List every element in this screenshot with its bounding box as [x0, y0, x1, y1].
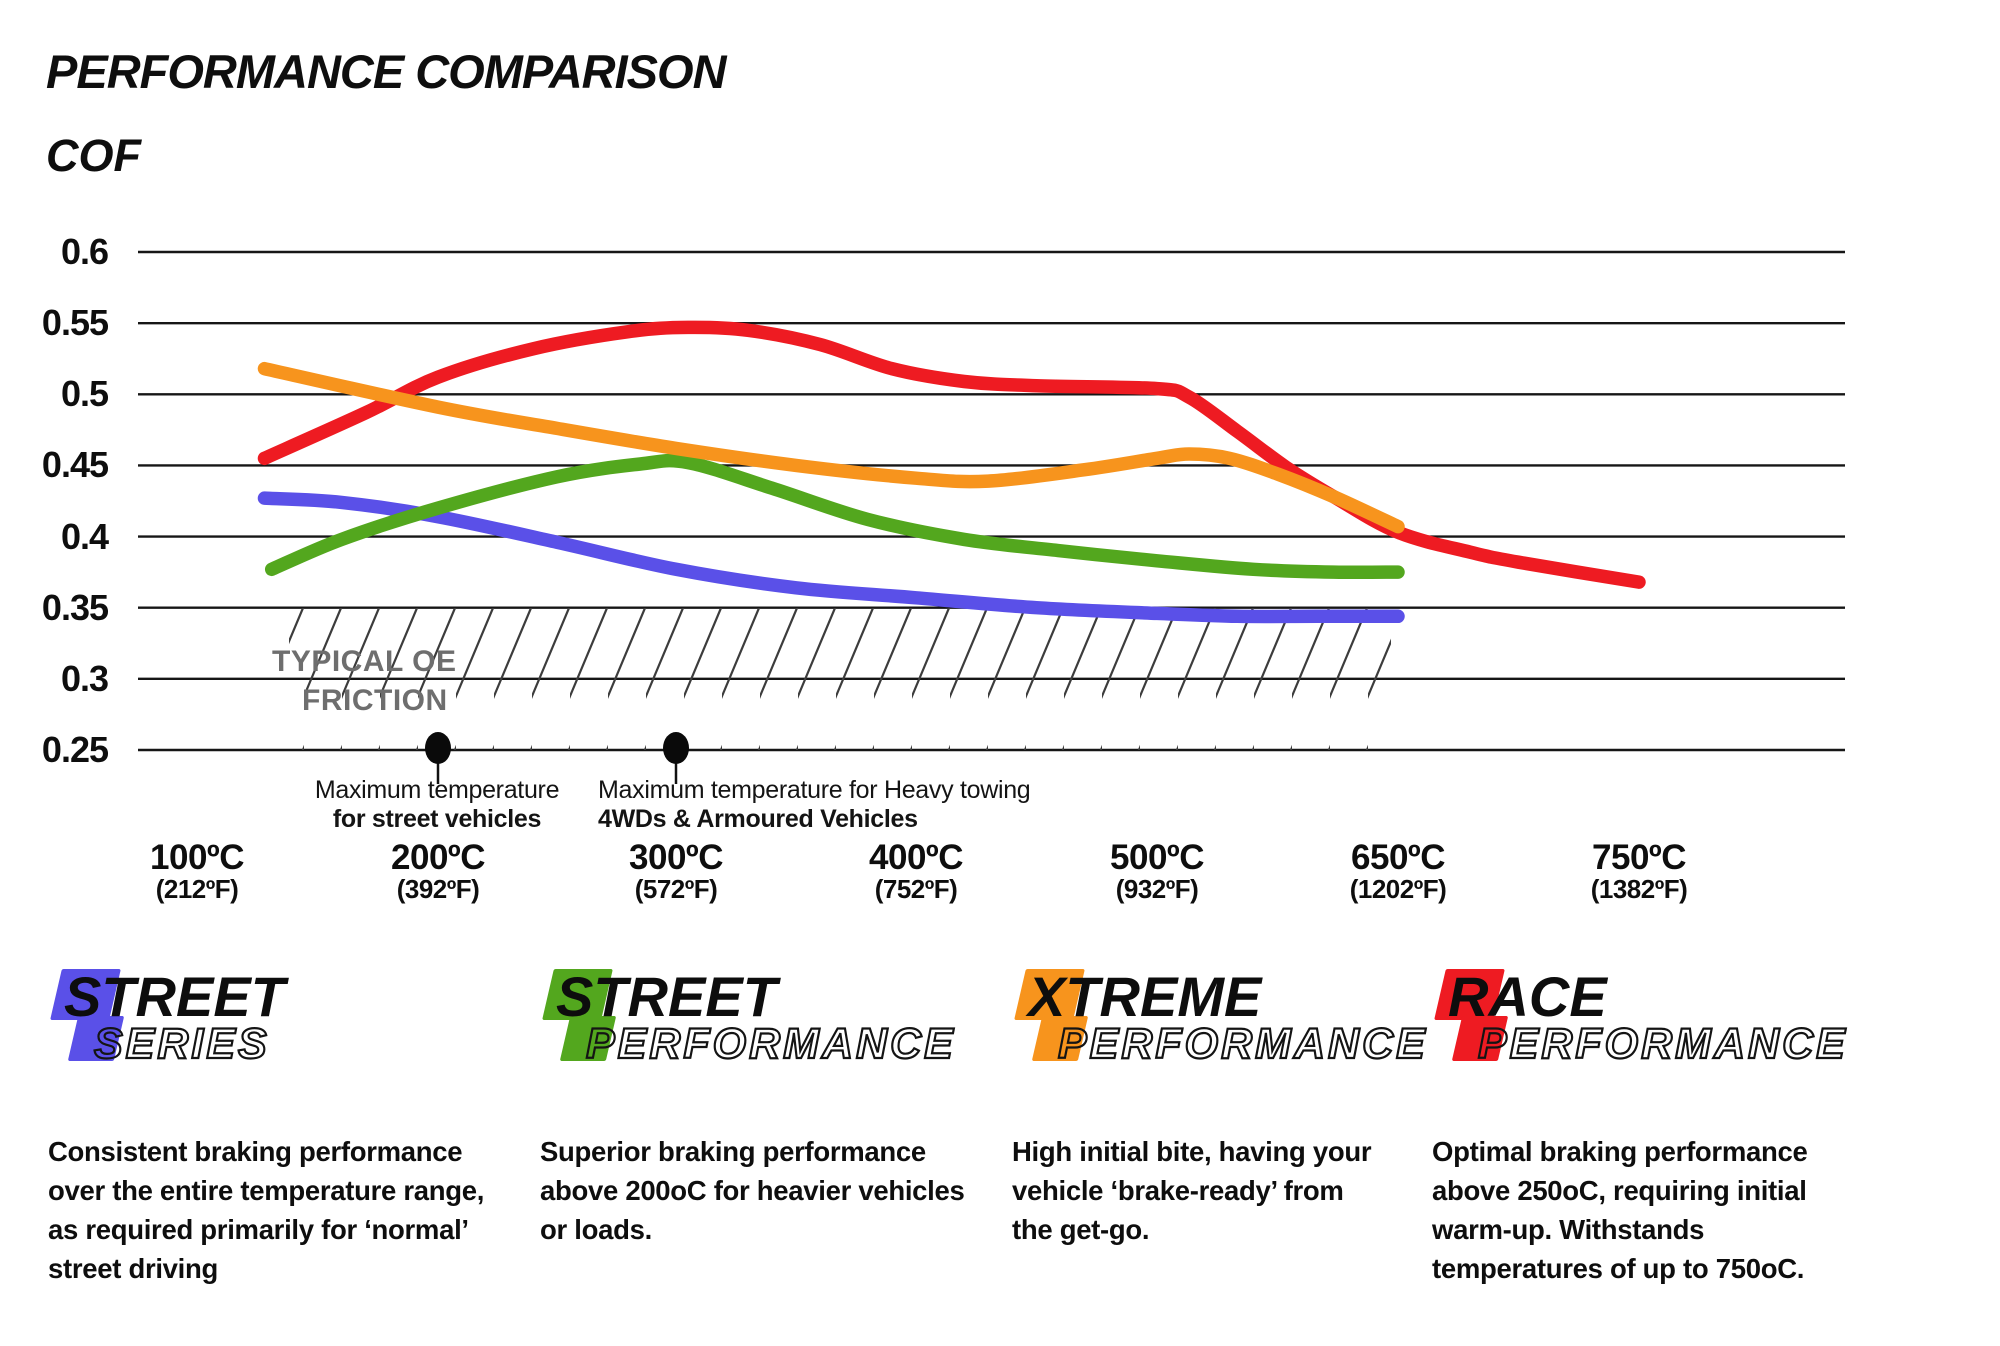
logo-word2: PERFORMANCE: [585, 1019, 956, 1069]
y-tick-label: 0.45: [41, 444, 109, 486]
series-curve-xtreme-performance: [257, 361, 1405, 534]
page-title: PERFORMANCE COMPARISON: [46, 45, 727, 98]
logo-word1: XTREME: [1028, 965, 1262, 1028]
xtreme-performance-description: High initial bite, having your vehicle ‘…: [1012, 1136, 1372, 1245]
x-tick-label-fahrenheit: (1202ºF): [1349, 874, 1447, 904]
series-curve-street-performance: [264, 453, 1405, 580]
street-performance-description: Superior braking performance above 200oC…: [540, 1136, 965, 1245]
annotation-street-max-temp: Maximum temperature for street vehicles: [227, 776, 647, 834]
series-curve-street-series: [257, 491, 1405, 624]
x-tick-label-celsius: 750ºC: [1592, 838, 1686, 877]
race-performance-logo: RACE PERFORMANCE: [1432, 960, 1892, 1082]
typical-oe-friction-band: [289, 608, 1391, 750]
y-axis-title: COF: [46, 130, 141, 181]
annotation-line2: for street vehicles: [332, 805, 542, 833]
y-tick-label: 0.5: [60, 373, 109, 415]
x-tick-label-fahrenheit: (212ºF): [155, 874, 239, 904]
oe-label-line1: TYPICAL OE: [272, 645, 457, 678]
x-tick-label-fahrenheit: (392ºF): [396, 874, 480, 904]
marker-dots: [425, 732, 689, 784]
x-tick-label-fahrenheit: (932ºF): [1115, 874, 1199, 904]
street-series-logo: STREET SERIES: [48, 960, 508, 1082]
xtreme-performance-logo: XTREME PERFORMANCE: [1012, 960, 1472, 1082]
max-temperature-marker-dot: [425, 732, 451, 764]
street-series-description: Consistent braking performance over the …: [48, 1136, 485, 1284]
y-tick-label: 0.4: [60, 515, 109, 557]
y-tick-label: 0.55: [41, 302, 109, 344]
annotation-line1: Maximum temperature for Heavy towing: [598, 776, 1031, 804]
x-tick-label-celsius: 400ºC: [869, 838, 963, 877]
y-tick-label: 0.3: [60, 657, 109, 699]
legend-xtreme-performance: XTREME PERFORMANCE: [1012, 960, 1472, 1082]
oe-label-line2: FRICTION: [302, 684, 448, 717]
x-tick-label-celsius: 500ºC: [1110, 838, 1204, 877]
x-tick-label-celsius: 100ºC: [150, 838, 244, 877]
annotation-heavy-towing-max-temp: Maximum temperature for Heavy towing 4WD…: [598, 776, 1158, 834]
legend-street-series: STREET SERIES: [48, 960, 508, 1082]
annotation-line2: 4WDs & Armoured Vehicles: [598, 805, 918, 833]
typical-oe-friction-label: TYPICAL OE FRICTION: [272, 642, 456, 720]
legend-race-performance: RACE PERFORMANCE: [1432, 960, 1892, 1082]
y-tick-label: 0.25: [41, 729, 109, 770]
logo-word1: RACE: [1448, 965, 1607, 1028]
logo-word1: STREET: [64, 965, 285, 1028]
logo-word2: PERFORMANCE: [1477, 1019, 1848, 1069]
y-tick-label: 0.35: [41, 586, 109, 628]
x-tick-label-celsius: 300ºC: [629, 838, 723, 877]
x-tick-label-fahrenheit: (752ºF): [874, 874, 958, 904]
x-tick-label-celsius: 650ºC: [1351, 838, 1445, 877]
legend-street-performance: STREET PERFORMANCE: [540, 960, 1000, 1082]
logo-word2: SERIES: [93, 1019, 270, 1069]
annotation-line1: Maximum temperature: [314, 776, 560, 804]
logo-word2: PERFORMANCE: [1057, 1019, 1428, 1069]
race-performance-description: Optimal braking performance above 250oC,…: [1432, 1136, 1808, 1284]
max-temperature-marker-dot: [663, 732, 689, 764]
series-curves: [257, 320, 1646, 624]
y-tick-label: 0.6: [60, 231, 109, 272]
logo-word1: STREET: [556, 965, 777, 1028]
x-tick-label-celsius: 200ºC: [391, 838, 485, 877]
street-performance-logo: STREET PERFORMANCE: [540, 960, 1000, 1082]
x-tick-label-fahrenheit: (572ºF): [634, 874, 718, 904]
x-tick-label-fahrenheit: (1382ºF): [1590, 874, 1688, 904]
